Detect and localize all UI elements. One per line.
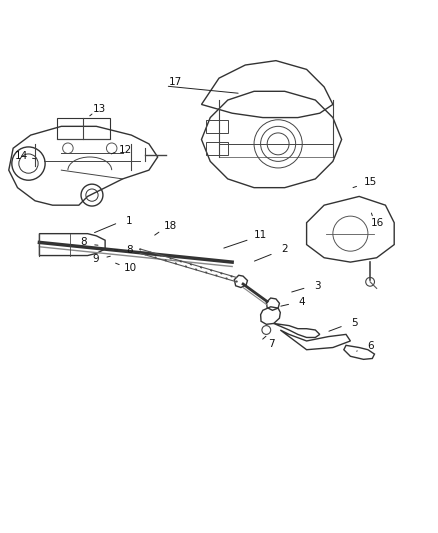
Text: 17: 17 [169, 77, 182, 87]
Text: 18: 18 [163, 221, 177, 231]
Text: 8: 8 [126, 245, 133, 255]
Text: 7: 7 [268, 340, 275, 350]
Text: 2: 2 [281, 244, 288, 254]
Text: 11: 11 [254, 230, 267, 240]
Text: 16: 16 [371, 217, 384, 228]
Text: 5: 5 [351, 318, 358, 328]
Text: 6: 6 [367, 341, 374, 351]
Text: 14: 14 [14, 151, 28, 161]
Text: 1: 1 [126, 215, 133, 225]
Text: 10: 10 [124, 263, 137, 273]
Text: 3: 3 [314, 281, 321, 291]
Text: 12: 12 [119, 146, 132, 156]
Text: 8: 8 [80, 237, 87, 247]
Text: 13: 13 [93, 104, 106, 114]
Text: 4: 4 [299, 296, 306, 306]
Text: 9: 9 [92, 254, 99, 264]
Text: 15: 15 [364, 177, 377, 188]
